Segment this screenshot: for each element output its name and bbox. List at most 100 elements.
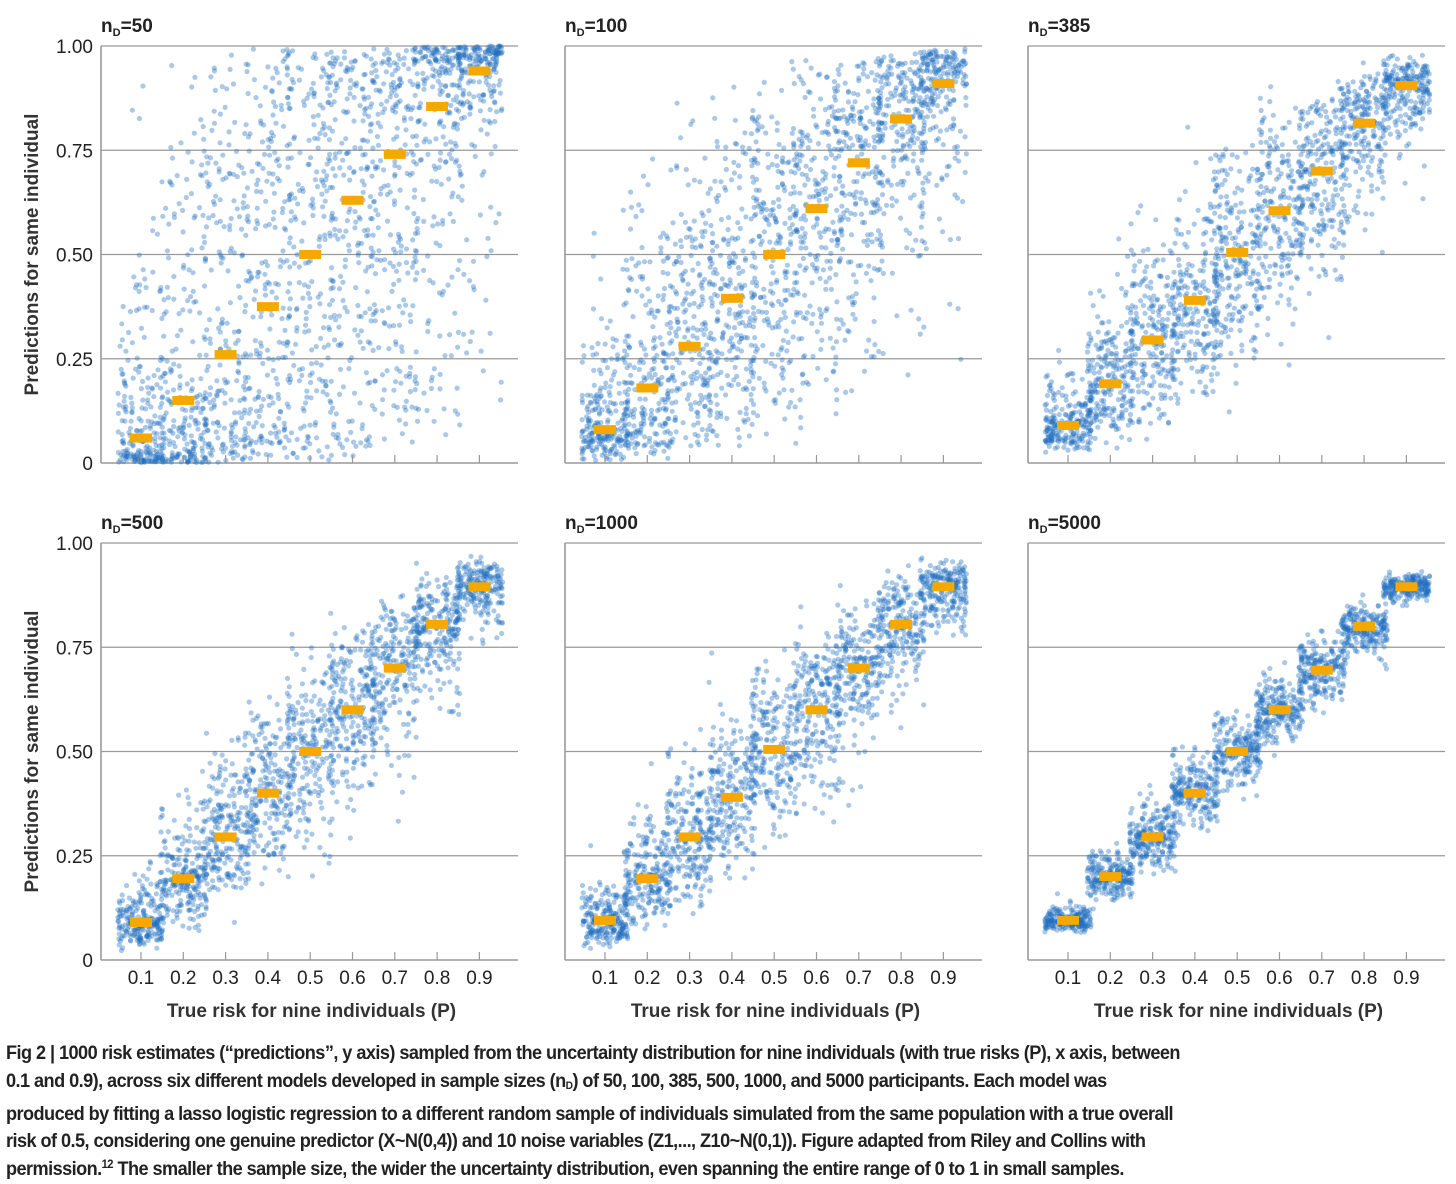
data-point bbox=[691, 325, 696, 330]
data-point bbox=[356, 260, 361, 265]
data-point bbox=[911, 84, 916, 89]
data-point bbox=[829, 287, 834, 292]
data-point bbox=[449, 275, 454, 280]
data-point bbox=[1108, 392, 1113, 397]
data-point bbox=[590, 352, 595, 357]
data-point bbox=[816, 182, 821, 187]
data-point bbox=[287, 313, 292, 318]
data-point bbox=[355, 333, 360, 338]
data-point bbox=[769, 281, 774, 286]
data-point bbox=[278, 439, 283, 444]
data-point bbox=[459, 198, 464, 203]
data-point bbox=[330, 166, 335, 171]
data-point bbox=[271, 210, 276, 215]
data-point bbox=[241, 200, 246, 205]
data-point bbox=[1196, 208, 1201, 213]
data-point bbox=[712, 179, 717, 184]
data-point bbox=[688, 443, 693, 448]
data-point bbox=[391, 264, 396, 269]
data-point bbox=[489, 94, 494, 99]
data-point bbox=[353, 285, 358, 290]
data-point bbox=[779, 345, 784, 350]
data-point bbox=[159, 451, 164, 456]
data-point bbox=[918, 144, 923, 149]
data-point bbox=[380, 308, 385, 313]
data-point bbox=[481, 93, 486, 98]
data-point bbox=[340, 234, 345, 239]
data-point bbox=[683, 220, 688, 225]
data-point bbox=[337, 165, 342, 170]
data-point bbox=[205, 161, 210, 166]
data-point bbox=[749, 131, 754, 136]
data-point bbox=[375, 212, 380, 217]
data-point bbox=[443, 142, 448, 147]
data-point bbox=[467, 278, 472, 283]
data-point bbox=[753, 349, 758, 354]
data-point bbox=[739, 286, 744, 291]
data-point bbox=[850, 312, 855, 317]
data-point bbox=[309, 87, 314, 92]
data-point bbox=[484, 254, 489, 259]
data-point bbox=[921, 325, 926, 330]
data-point bbox=[365, 289, 370, 294]
data-point bbox=[603, 385, 608, 390]
data-point bbox=[206, 442, 211, 447]
data-point bbox=[834, 208, 839, 213]
data-point bbox=[877, 107, 882, 112]
data-point bbox=[273, 121, 278, 126]
data-point bbox=[675, 306, 680, 311]
data-point bbox=[220, 320, 225, 325]
data-point bbox=[696, 304, 701, 309]
data-point bbox=[1129, 375, 1134, 380]
data-point bbox=[390, 105, 395, 110]
data-point bbox=[1099, 365, 1104, 370]
y-tick-label: 0.50 bbox=[56, 246, 93, 267]
data-point bbox=[635, 441, 640, 446]
data-point bbox=[757, 91, 762, 96]
data-point bbox=[836, 67, 841, 72]
data-point bbox=[483, 57, 488, 62]
data-point bbox=[200, 213, 205, 218]
data-point bbox=[891, 164, 896, 169]
data-point bbox=[1087, 368, 1092, 373]
data-point bbox=[749, 370, 754, 375]
data-point bbox=[658, 245, 663, 250]
data-point bbox=[928, 52, 933, 57]
data-point bbox=[744, 366, 749, 371]
data-point bbox=[683, 435, 688, 440]
data-point bbox=[649, 444, 654, 449]
data-point bbox=[849, 388, 854, 393]
data-point bbox=[719, 351, 724, 356]
data-point bbox=[294, 325, 299, 330]
data-point bbox=[389, 90, 394, 95]
data-point bbox=[374, 88, 379, 93]
data-point bbox=[591, 368, 596, 373]
data-point bbox=[1066, 414, 1071, 419]
data-point bbox=[861, 146, 866, 151]
data-point bbox=[347, 178, 352, 183]
data-point bbox=[838, 317, 843, 322]
data-point bbox=[1193, 356, 1198, 361]
data-point bbox=[798, 397, 803, 402]
data-point bbox=[696, 442, 701, 447]
data-point bbox=[1160, 358, 1165, 363]
data-point bbox=[740, 145, 745, 150]
data-point bbox=[221, 256, 226, 261]
data-point bbox=[769, 264, 774, 269]
data-point bbox=[428, 61, 433, 66]
data-point bbox=[175, 434, 180, 439]
data-point bbox=[781, 338, 786, 343]
data-point bbox=[242, 309, 247, 314]
data-point bbox=[1138, 298, 1143, 303]
data-point bbox=[278, 264, 283, 269]
data-point bbox=[270, 112, 275, 117]
data-point bbox=[149, 459, 154, 464]
data-point bbox=[362, 228, 367, 233]
data-point bbox=[370, 254, 375, 259]
data-point bbox=[858, 116, 863, 121]
data-point bbox=[203, 455, 208, 460]
data-point bbox=[252, 77, 257, 82]
data-point bbox=[608, 400, 613, 405]
data-point bbox=[755, 161, 760, 166]
data-point bbox=[752, 205, 757, 210]
